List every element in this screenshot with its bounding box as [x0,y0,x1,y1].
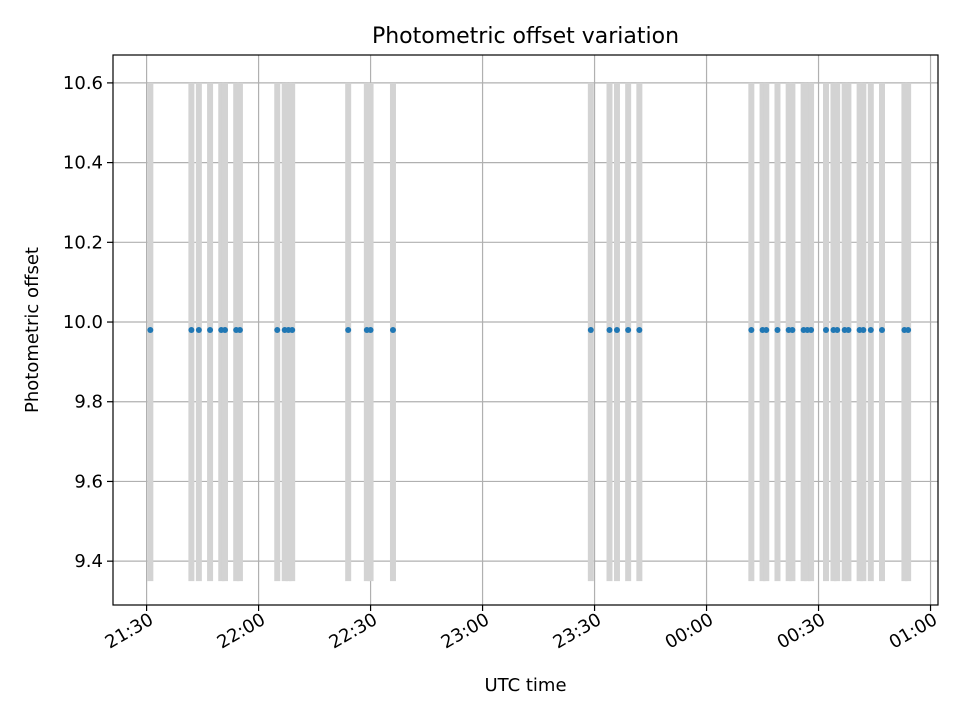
data-point [625,327,632,333]
x-tick-label: 01:00 [886,609,941,653]
data-point [763,327,770,333]
data-point [236,327,243,333]
y-tick-label: 9.6 [74,471,103,492]
data-point [221,327,228,333]
x-tick-layer: 21:30 22:00 22:30 23:00 23:30 00:00 00:30 01:00 [102,605,941,653]
y-tick-label: 10.0 [63,312,103,333]
data-point [823,327,830,333]
data-point [808,327,815,333]
data-point [905,327,912,333]
x-tick-label: 23:00 [438,609,493,653]
data-point [845,327,852,333]
data-point [789,327,796,333]
data-point [606,327,613,333]
chart-title: Photometric offset variation [372,24,679,49]
data-point [587,327,594,333]
data-point [860,327,867,333]
y-tick-label: 9.8 [74,392,103,413]
y-tick-label: 9.4 [74,551,103,572]
data-point [867,327,874,333]
x-tick-label: 21:30 [102,609,157,653]
data-point [367,327,374,333]
data-point [195,327,202,333]
data-point-layer [147,327,912,333]
grid-layer [113,55,938,605]
x-tick-label: 00:00 [662,609,717,653]
plot-frame [112,54,939,606]
data-point [188,327,195,333]
y-tick-layer: 9.4 9.6 9.8 10.0 10.2 10.4 10.6 [63,73,113,572]
x-tick-label: 22:00 [214,609,269,653]
data-point [289,327,296,333]
y-axis-label: Photometric offset [22,247,43,413]
data-point [345,327,352,333]
data-point [636,327,643,333]
data-point [389,327,396,333]
y-tick-label: 10.4 [63,153,103,174]
data-point [774,327,781,333]
data-point [834,327,841,333]
x-axis-label: UTC time [484,675,566,696]
x-tick-label: 23:30 [550,609,605,653]
data-point [207,327,214,333]
y-tick-label: 10.2 [63,232,103,253]
data-point [879,327,886,333]
data-point [748,327,755,333]
x-tick-label: 22:30 [326,609,381,653]
x-tick-label: 00:30 [774,609,829,653]
data-point [147,327,154,333]
data-point [613,327,620,333]
data-point [274,327,281,333]
y-tick-label: 10.6 [63,73,103,94]
